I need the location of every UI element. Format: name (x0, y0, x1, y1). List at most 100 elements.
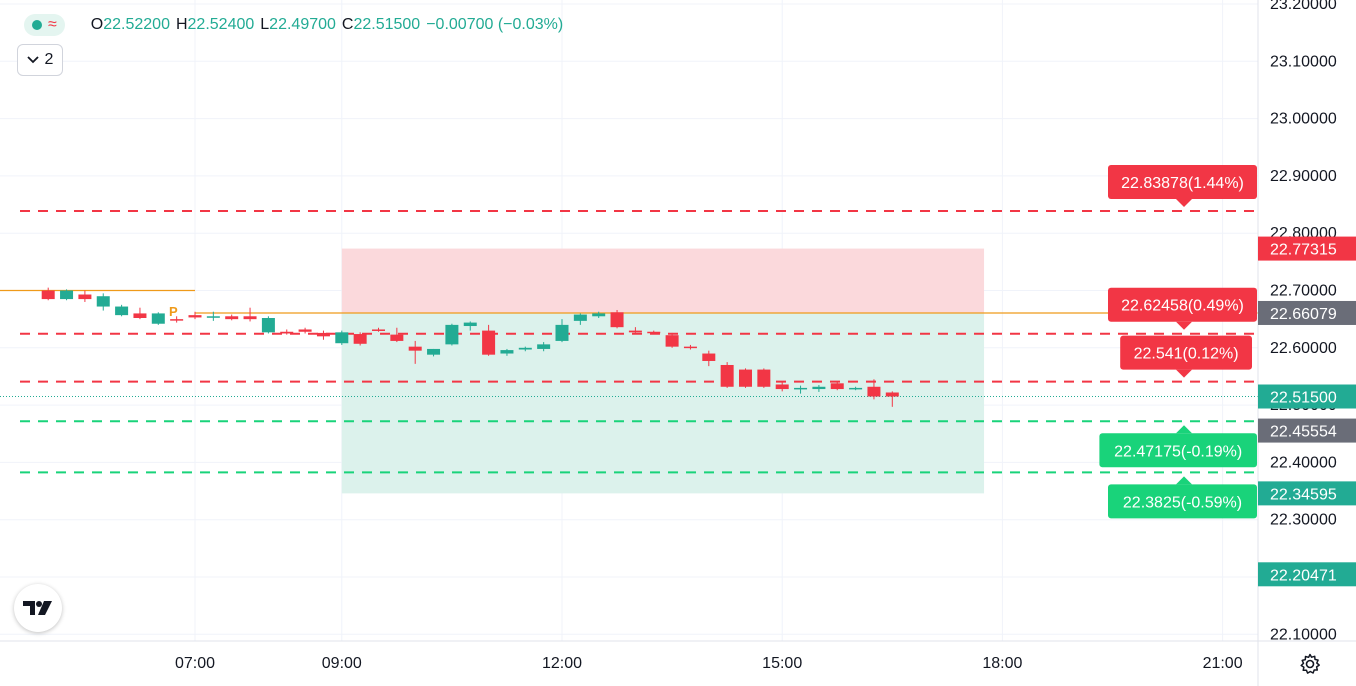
candle-body[interactable] (867, 386, 881, 397)
y-tick-label: 23.20000 (1270, 0, 1337, 13)
candle-body[interactable] (830, 383, 844, 390)
candle-body[interactable] (170, 319, 184, 321)
candle-body[interactable] (298, 329, 312, 332)
change-value: −0.00700 (−0.03%) (426, 16, 564, 33)
tradingview-logo-icon[interactable] (14, 584, 62, 632)
candle-body[interactable] (849, 387, 863, 390)
price-axis-badge-label: 22.20471 (1270, 567, 1337, 584)
close-value: 22.51500 (353, 16, 421, 33)
callout-arrow (1176, 321, 1192, 330)
candle-body[interactable] (188, 315, 202, 318)
candle-body[interactable] (628, 330, 642, 333)
candle-body[interactable] (390, 334, 404, 341)
candle-body[interactable] (280, 331, 294, 334)
candle-body[interactable] (96, 296, 110, 307)
candle-body[interactable] (261, 318, 275, 333)
stop-zone[interactable] (341, 312, 985, 494)
candle-body[interactable] (500, 350, 514, 354)
candle-body[interactable] (225, 316, 239, 320)
level-callout[interactable] (1108, 164, 1257, 199)
level-callout-label: 22.62458(0.49%) (1121, 298, 1244, 315)
price-axis-badge-label: 22.34595 (1270, 486, 1337, 503)
candle-body[interactable] (518, 347, 532, 350)
x-tick-label: 12:00 (542, 655, 582, 672)
legend-symbol-toggle[interactable]: ≈ (24, 14, 65, 36)
candle-body[interactable] (372, 329, 385, 331)
price-axis-badge-label: 22.66079 (1270, 306, 1337, 323)
candle-body[interactable] (427, 348, 441, 355)
level-callout-label: 22.47175(-0.19%) (1114, 443, 1242, 460)
price-axis-badge (1258, 236, 1356, 261)
y-tick-label: 22.60000 (1270, 340, 1337, 357)
candle-body[interactable] (482, 330, 496, 355)
level-callout[interactable] (1108, 484, 1257, 519)
callout-arrow (1176, 369, 1192, 378)
candle-body[interactable] (775, 384, 789, 390)
candle-body[interactable] (683, 346, 697, 349)
candle-body[interactable] (353, 334, 367, 344)
price-axis-badge-label: 22.77315 (1270, 242, 1337, 259)
low-label: L (260, 16, 270, 33)
candle-body[interactable] (610, 312, 624, 328)
candle-body[interactable] (812, 386, 826, 390)
low-value: 22.49700 (269, 16, 336, 33)
candle-body[interactable] (133, 313, 147, 319)
level-callout-label: 22.541(0.12%) (1134, 346, 1239, 363)
indicator-count: 2 (44, 51, 54, 68)
y-tick-label: 23.10000 (1270, 53, 1337, 70)
open-label: O (90, 16, 104, 33)
x-tick-label: 09:00 (322, 655, 362, 672)
candle-body[interactable] (445, 324, 459, 345)
candle-body[interactable] (115, 306, 129, 316)
y-tick-label: 22.90000 (1270, 168, 1337, 185)
x-tick-label: 18:00 (982, 655, 1022, 672)
price-axis-badge (1258, 300, 1356, 325)
price-axis-badge-label: 22.45554 (1270, 424, 1337, 441)
level-callout-label: 22.3825(-0.59%) (1123, 494, 1242, 511)
candle-body[interactable] (78, 294, 92, 300)
candle-body[interactable] (60, 290, 74, 300)
candle-body[interactable] (702, 353, 716, 361)
candle-body[interactable] (335, 332, 349, 344)
candle-body[interactable] (573, 314, 587, 321)
candle-body[interactable] (720, 364, 734, 387)
callout-arrow (1176, 425, 1192, 434)
ohlc-legend: ≈ O 22.52200 H 22.52400 L 22.49700 C 22.5150… (24, 10, 563, 40)
price-axis-badge (1258, 418, 1356, 443)
y-tick-label: 22.40000 (1270, 454, 1337, 471)
candle-body[interactable] (206, 316, 220, 318)
level-callout[interactable] (1108, 287, 1257, 322)
candle-body[interactable] (592, 313, 606, 317)
level-callout-label: 22.83878(1.44%) (1121, 175, 1244, 192)
candle-body[interactable] (647, 331, 661, 334)
wave-icon: ≈ (48, 16, 57, 33)
level-callout[interactable] (1120, 335, 1252, 370)
collapse-indicators-button[interactable]: 2 (17, 44, 63, 76)
candle-body[interactable] (885, 392, 899, 397)
candle-body[interactable] (665, 335, 679, 347)
candle-body[interactable] (757, 369, 771, 387)
candle-body[interactable] (555, 324, 569, 341)
candle-body[interactable] (316, 332, 330, 337)
x-tick-label: 15:00 (762, 655, 802, 672)
candle-body[interactable] (739, 369, 752, 387)
level-callout[interactable] (1099, 433, 1257, 468)
high-value: 22.52400 (187, 16, 255, 33)
callout-arrow (1176, 198, 1192, 207)
price-axis-badge (1258, 562, 1356, 587)
y-tick-label: 22.30000 (1270, 512, 1337, 529)
candle-body[interactable] (794, 387, 808, 390)
y-tick-label: 23.00000 (1270, 111, 1337, 128)
chevron-down-icon (26, 56, 39, 64)
candle-body[interactable] (243, 316, 257, 320)
gear-icon[interactable] (1296, 650, 1324, 678)
candle-body[interactable] (408, 346, 422, 351)
candle-body[interactable] (151, 313, 165, 324)
candle-body[interactable] (41, 290, 55, 300)
target-zone[interactable] (341, 248, 985, 313)
candle-body[interactable] (463, 322, 477, 327)
candle-body[interactable] (537, 344, 551, 349)
callout-arrow (1176, 476, 1192, 485)
y-tick-label: 22.10000 (1270, 626, 1337, 643)
